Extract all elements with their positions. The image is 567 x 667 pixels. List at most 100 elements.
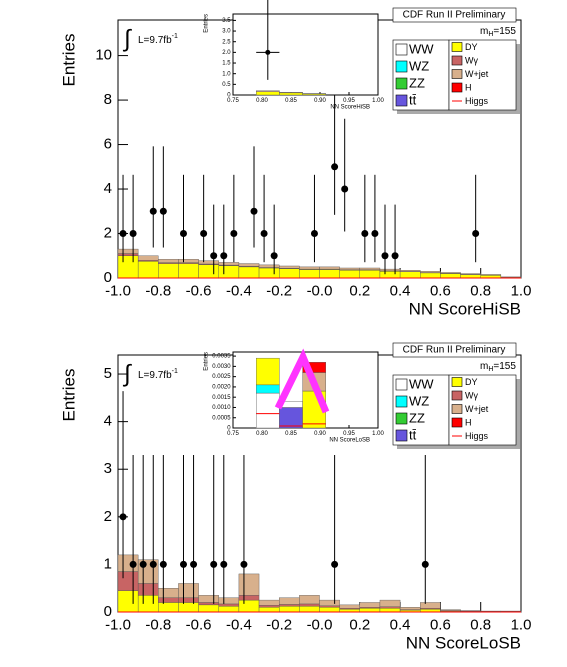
x-tick-label: 1.00	[372, 431, 384, 437]
stack-bar	[218, 597, 240, 605]
legend-swatch	[451, 69, 463, 79]
stack-bar	[279, 606, 300, 613]
mass-label-sub: H	[488, 31, 493, 38]
y-tick-label: 1.0	[222, 71, 231, 77]
data-point	[421, 560, 429, 568]
x-tick-label: 0.6	[430, 616, 451, 633]
stack-bar	[218, 603, 240, 607]
stack-bar	[258, 605, 280, 608]
stack-bar	[319, 605, 340, 608]
legend-label: W+jet	[465, 404, 489, 414]
y-tick-label: 2	[104, 508, 112, 525]
x-tick-label: -0.4	[226, 616, 252, 633]
x-tick-label: -0.6	[186, 282, 212, 299]
stack-bar	[302, 362, 327, 373]
x-tick-label: 0.75	[227, 98, 239, 104]
data-point	[129, 560, 137, 568]
data-point	[129, 230, 137, 238]
stack-bar	[460, 274, 481, 279]
data-point	[391, 252, 399, 260]
mass-label-text: m	[480, 361, 488, 372]
lumi-integral: ∫	[122, 25, 132, 52]
stack-bar	[319, 269, 340, 279]
stack-bar	[178, 602, 199, 613]
stack-bar	[158, 588, 179, 598]
x-tick-label: 1.0	[511, 282, 532, 299]
data-point	[179, 230, 187, 238]
stack-bar	[399, 607, 421, 610]
data-point	[159, 560, 167, 568]
data-point	[230, 230, 238, 238]
x-tick-label: -0.8	[145, 282, 171, 299]
data-point	[361, 230, 369, 238]
stack-bar	[137, 261, 159, 279]
x-axis-label: NN ScoreHiSB	[409, 299, 521, 318]
stack-bar	[256, 357, 280, 386]
stack-bar	[117, 590, 139, 613]
y-tick-label: 5	[104, 365, 112, 382]
data-point	[210, 252, 218, 260]
data-point	[200, 230, 208, 238]
data-point	[210, 560, 218, 568]
y-axis-label: Entries	[59, 369, 78, 422]
y-tick-label: 1	[104, 555, 112, 572]
x-tick-label: 0.75	[227, 431, 239, 437]
stack-bar	[178, 263, 199, 279]
mass-label-text: m	[480, 26, 488, 37]
legend-swatch	[451, 42, 463, 52]
x-tick-label: 0.90	[314, 431, 326, 437]
stack-bar	[279, 268, 300, 279]
y-tick-label: 3.5	[222, 18, 231, 24]
data-point	[265, 49, 271, 55]
stack-bar	[299, 606, 320, 613]
legend-swatch	[395, 77, 408, 90]
x-tick-label: 0.80	[256, 98, 268, 104]
stack-bar	[117, 248, 139, 254]
inset-x-axis-label: NN ScoreHiSB	[330, 105, 370, 111]
y-tick-label: 0	[227, 93, 231, 99]
stack-bar	[299, 595, 320, 605]
legend-label: WW	[409, 376, 434, 391]
data-point	[381, 252, 389, 260]
data-point	[341, 185, 349, 193]
y-axis-label: Entries	[59, 34, 78, 87]
legend-label: tt̄	[409, 427, 417, 442]
data-point	[179, 560, 187, 568]
y-tick-label: 8	[104, 91, 112, 108]
x-tick-label: -0.6	[186, 616, 212, 633]
legend-label: tt̄	[409, 92, 417, 107]
legend-swatch	[395, 395, 408, 408]
legend-swatch	[451, 404, 463, 414]
y-tick-label: 0	[104, 603, 112, 620]
stack-bar	[399, 271, 421, 279]
x-tick-label: -0.0	[307, 616, 333, 633]
stack-bar	[256, 392, 280, 429]
stack-bar	[379, 607, 401, 613]
chart-title: CDF Run II Preliminary	[403, 345, 506, 356]
stack-bar	[299, 266, 320, 270]
y-tick-label: 3.0	[222, 29, 231, 35]
lumi-label: L=9.7fb-1	[138, 368, 178, 381]
stack-bar	[279, 604, 300, 607]
stack-bar	[117, 571, 139, 591]
legend-label: Higgs	[465, 431, 489, 441]
stack-bar	[339, 604, 360, 609]
y-tick-label: 0.0005	[212, 415, 231, 421]
stack-bar	[256, 91, 280, 96]
legend-label: ZZ	[409, 410, 425, 425]
lumi-integral: ∫	[122, 360, 132, 387]
data-point	[190, 560, 198, 568]
stack-bar	[198, 264, 219, 279]
stack-bar	[117, 255, 139, 279]
legend-swatch	[451, 377, 463, 387]
legend-label: Wγ	[465, 390, 478, 400]
lumi-sup: -1	[172, 368, 178, 375]
data-point	[149, 560, 157, 568]
data-point	[331, 163, 339, 171]
stack-bar	[256, 90, 280, 93]
x-tick-label: 0.95	[343, 431, 355, 437]
y-tick-label: 1.5	[222, 61, 231, 67]
data-point	[331, 560, 339, 568]
lumi-label: L=9.7fb-1	[138, 33, 178, 46]
